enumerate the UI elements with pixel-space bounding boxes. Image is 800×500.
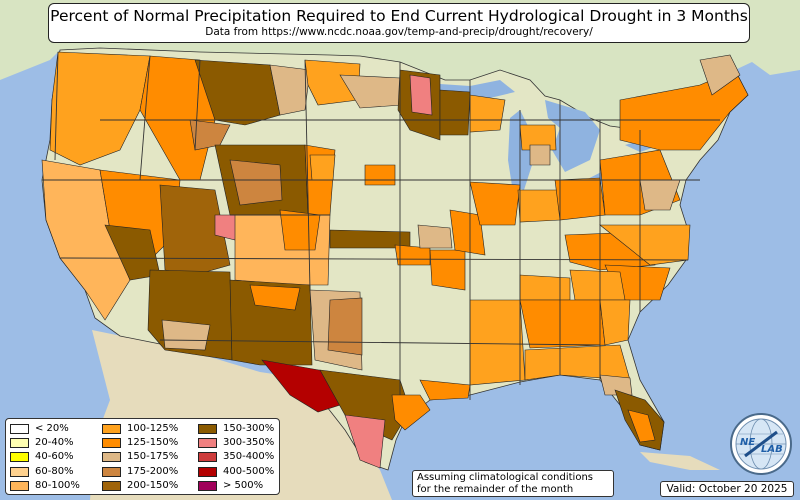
cuba bbox=[640, 452, 720, 470]
valid-date: Valid: October 20 2025 bbox=[660, 481, 794, 497]
legend-label: 80-100% bbox=[35, 479, 80, 491]
legend-swatch bbox=[10, 480, 29, 491]
legend-item: > 500% bbox=[198, 479, 278, 493]
legend-label: 40-60% bbox=[35, 451, 74, 463]
legend-swatch bbox=[198, 438, 217, 449]
logo-text-right: LAB bbox=[761, 444, 783, 455]
legend-label: 350-400% bbox=[223, 451, 275, 463]
legend-swatch bbox=[10, 438, 29, 449]
legend-item: 350-400% bbox=[198, 450, 278, 464]
legend-item: 400-500% bbox=[198, 465, 278, 479]
legend-item: 125-150% bbox=[102, 436, 198, 450]
note-line: Assuming climatological conditions bbox=[417, 472, 593, 483]
legend-label: 150-300% bbox=[223, 423, 275, 435]
legend-label: 125-150% bbox=[127, 437, 179, 449]
legend-swatch bbox=[10, 424, 29, 435]
state-borders bbox=[42, 51, 720, 400]
legend-label: 200-150% bbox=[127, 479, 179, 491]
logo-text-left: NE bbox=[740, 437, 755, 448]
note-line: for the remainder of the month bbox=[417, 484, 574, 495]
legend-swatch bbox=[102, 480, 121, 491]
legend-swatch bbox=[10, 452, 29, 463]
legend-swatch bbox=[198, 466, 217, 477]
legend-swatch bbox=[102, 466, 121, 477]
map-subtitle: Data from https://www.ncdc.noaa.gov/temp… bbox=[205, 26, 593, 38]
legend-label: 300-350% bbox=[223, 437, 275, 449]
legend-label: 400-500% bbox=[223, 465, 275, 477]
legend-label: 60-80% bbox=[35, 465, 74, 477]
legend-item: 150-300% bbox=[198, 422, 278, 436]
legend-item: < 20% bbox=[10, 422, 102, 436]
lake-huron bbox=[545, 100, 600, 172]
legend-swatch bbox=[198, 452, 217, 463]
legend-item: 60-80% bbox=[10, 465, 102, 479]
nova-scotia bbox=[760, 30, 800, 60]
map-title: Percent of Normal Precipitation Required… bbox=[50, 7, 748, 25]
legend-label: 100-125% bbox=[127, 423, 179, 435]
legend-swatch bbox=[10, 466, 29, 477]
legend-label: > 500% bbox=[223, 479, 264, 491]
legend-item: 100-125% bbox=[102, 422, 198, 436]
legend-item: 150-175% bbox=[102, 450, 198, 464]
legend-item: 40-60% bbox=[10, 450, 102, 464]
legend-swatch bbox=[198, 424, 217, 435]
drought-regions bbox=[41, 51, 749, 469]
legend-swatch bbox=[102, 438, 121, 449]
valid-date-text: Valid: October 20 2025 bbox=[666, 483, 788, 495]
legend-item: 175-200% bbox=[102, 465, 198, 479]
title-box: Percent of Normal Precipitation Required… bbox=[48, 3, 750, 43]
legend-item: 80-100% bbox=[10, 479, 102, 493]
legend-item: 300-350% bbox=[198, 436, 278, 450]
legend: < 20% 20-40% 40-60% 60-80% 80-100% 100-1… bbox=[5, 418, 280, 495]
legend-label: < 20% bbox=[35, 423, 69, 435]
legend-item: 20-40% bbox=[10, 436, 102, 450]
nexlab-globe-logo: NE LAB bbox=[730, 413, 792, 475]
legend-item: 200-150% bbox=[102, 479, 198, 493]
legend-label: 175-200% bbox=[127, 465, 179, 477]
legend-label: 20-40% bbox=[35, 437, 74, 449]
assumption-note: Assuming climatological conditions for t… bbox=[412, 470, 614, 497]
legend-label: 150-175% bbox=[127, 451, 179, 463]
legend-swatch bbox=[102, 424, 121, 435]
legend-swatch bbox=[198, 480, 217, 491]
legend-swatch bbox=[102, 452, 121, 463]
